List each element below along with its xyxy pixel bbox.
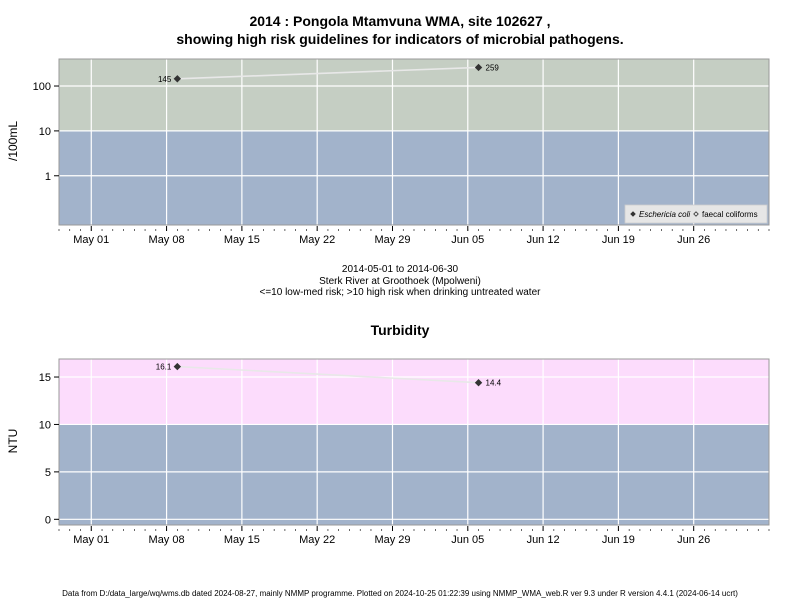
turbidity-x-tick-label-2: May 15 (224, 534, 260, 546)
turbidity-x-tick-label-8: Jun 26 (677, 534, 710, 546)
site-name: Sterk River at Groothoek (Mpolweni) (319, 276, 481, 287)
microbial-data-point-0 (173, 75, 182, 83)
microbial-y-tick-label-2: 100 (33, 81, 51, 93)
microbial-x-tick-label-1: May 08 (149, 234, 185, 246)
turbidity-x-tick-label-5: Jun 05 (451, 534, 484, 546)
microbial-x-tick-label-7: Jun 19 (602, 234, 635, 246)
microbial-data-label-1: 259 (486, 63, 500, 72)
turbidity-x-tick-label-4: May 29 (374, 534, 410, 546)
microbial-y-tick-label-1: 10 (39, 126, 51, 138)
turbidity-data-label-1: 14.4 (486, 379, 502, 388)
turbidity-data-point-1 (474, 379, 483, 387)
footer-note: Data from D:/data_large/wq/wms.db dated … (62, 589, 738, 598)
legend-label-1: faecal coliforms (702, 210, 758, 219)
legend-box (624, 204, 768, 224)
microbial-x-tick-label-8: Jun 26 (677, 234, 710, 246)
turbidity-x-tick-label-7: Jun 19 (602, 534, 635, 546)
microbial-x-tick-label-5: Jun 05 (451, 234, 484, 246)
microbial-x-tick-label-6: Jun 12 (527, 234, 560, 246)
turbidity-x-tick-label-0: May 01 (73, 534, 109, 546)
legend-marker-0 (630, 211, 636, 217)
turbidity-y-tick-label-0: 0 (45, 514, 51, 526)
microbial-x-tick-label-0: May 01 (73, 234, 109, 246)
turbidity-panel: 0 5 10 15 May 01 May 08 May 15 May 22 May 29 Jun … (39, 358, 770, 546)
legend-marker-1 (693, 211, 699, 217)
turbidity-x-tick-label-6: Jun 12 (527, 534, 560, 546)
turbidity-low-risk-band (59, 424, 769, 525)
microbial-frame (58, 58, 770, 226)
turbidity-y-tick-label-3: 15 (39, 372, 51, 384)
turbidity-y-tick-label-1: 5 (45, 467, 51, 479)
microbial-x-tick-label-3: May 22 (299, 234, 335, 246)
microbial-panel: 1 10 100 May 01 May 08 May 15 May 22 May 29 Jun … (33, 58, 770, 246)
microbial-y-tick-label-0: 1 (45, 171, 51, 183)
turbidity-series-line-0 (177, 365, 479, 384)
turbidity-title: Turbidity (370, 322, 430, 338)
turbidity-frame (58, 358, 770, 526)
turbidity-data-point-0 (173, 362, 182, 371)
turbidity-x-tick-label-3: May 22 (299, 534, 335, 546)
microbial-x-tick-label-4: May 29 (374, 234, 410, 246)
legend-label-0: Eschericia coli (639, 210, 690, 219)
microbial-data-label-0: 145 (158, 75, 172, 84)
date-range: 2014-05-01 to 2014-06-30 (341, 264, 459, 275)
chart-title-line2: showing high risk guidelines for indicat… (176, 31, 624, 47)
microbial-series-line-0 (177, 66, 479, 80)
turbidity-y-tick-label-2: 10 (39, 419, 51, 431)
microbial-high-risk-band (59, 59, 769, 131)
turbidity-x-tick-label-1: May 08 (149, 534, 185, 546)
risk-note: <=10 low-med risk; >10 high risk when dr… (259, 287, 541, 298)
microbial-x-tick-label-2: May 15 (224, 234, 260, 246)
turbidity-data-label-0: 16.1 (156, 363, 172, 372)
microbial-data-point-1 (474, 63, 483, 72)
chart-title-line1: 2014 : Pongola Mtamvuna WMA, site 102627… (249, 13, 551, 29)
